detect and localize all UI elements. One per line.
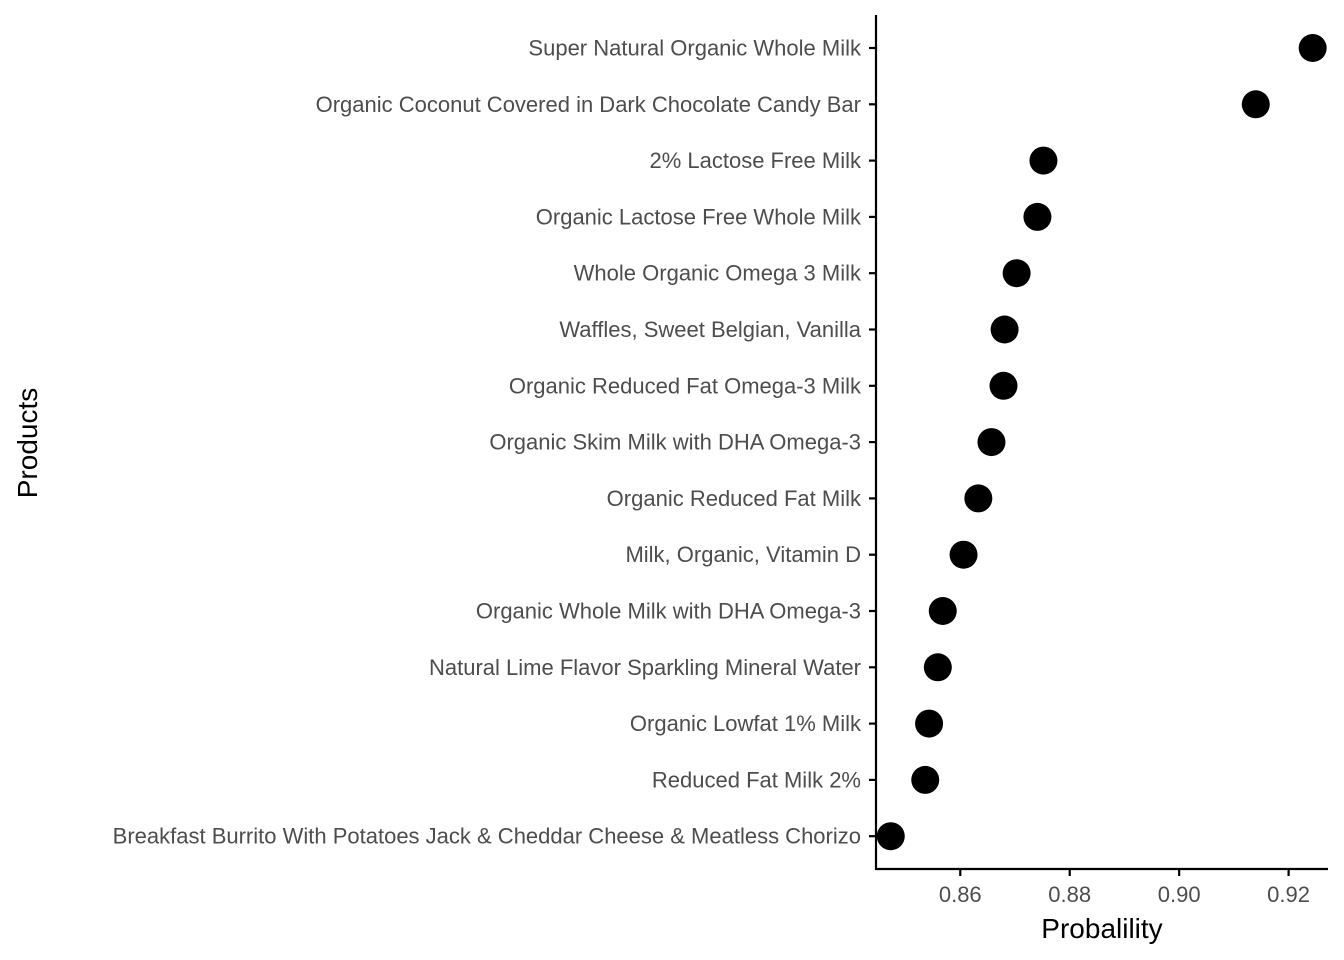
y-axis-title: Products (12, 388, 43, 499)
y-tick-label: Whole Organic Omega 3 Milk (574, 261, 862, 286)
y-tick-label: Milk, Organic, Vitamin D (625, 542, 861, 567)
y-tick-label: Organic Lowfat 1% Milk (630, 711, 862, 736)
x-axis-title: Probalility (1041, 913, 1162, 944)
y-tick-label: Organic Reduced Fat Omega-3 Milk (509, 373, 862, 398)
data-point (915, 709, 944, 738)
y-tick-label: Super Natural Organic Whole Milk (528, 36, 862, 61)
data-point (989, 371, 1018, 400)
data-points (876, 34, 1327, 851)
y-tick-label: Organic Whole Milk with DHA Omega-3 (476, 599, 861, 624)
x-tick-label: 0.90 (1158, 882, 1201, 907)
data-point (1029, 146, 1058, 175)
x-tick-label: 0.86 (939, 882, 982, 907)
y-tick-label: Organic Lactose Free Whole Milk (536, 204, 862, 229)
y-ticks (869, 46, 876, 838)
data-point (923, 653, 952, 682)
data-point (928, 597, 957, 625)
x-tick-label: 0.92 (1267, 882, 1310, 907)
data-point (977, 428, 1006, 457)
data-point (876, 822, 905, 851)
data-point (1298, 34, 1327, 62)
y-tick-label: Organic Reduced Fat Milk (607, 486, 862, 511)
data-point (1241, 90, 1270, 119)
data-point (949, 540, 978, 569)
y-tick-label: Natural Lime Flavor Sparkling Mineral Wa… (429, 655, 861, 680)
y-tick-labels: Super Natural Organic Whole Milk Organic … (113, 36, 862, 849)
x-tick-labels: 0.86 0.88 0.90 0.92 (939, 882, 1310, 907)
data-point (964, 484, 993, 513)
x-ticks (959, 869, 1290, 876)
y-tick-label: 2% Lactose Free Milk (649, 148, 862, 173)
y-tick-label: Organic Coconut Covered in Dark Chocolat… (316, 92, 861, 117)
y-tick-label: Reduced Fat Milk 2% (652, 767, 861, 792)
data-point (911, 765, 940, 794)
data-point (1023, 202, 1052, 231)
y-tick-label: Breakfast Burrito With Potatoes Jack & C… (113, 824, 861, 849)
data-point (990, 315, 1019, 344)
x-tick-label: 0.88 (1048, 882, 1091, 907)
y-tick-label: Organic Skim Milk with DHA Omega-3 (489, 430, 861, 455)
data-point (1002, 259, 1031, 288)
y-tick-label: Waffles, Sweet Belgian, Vanilla (559, 317, 861, 342)
